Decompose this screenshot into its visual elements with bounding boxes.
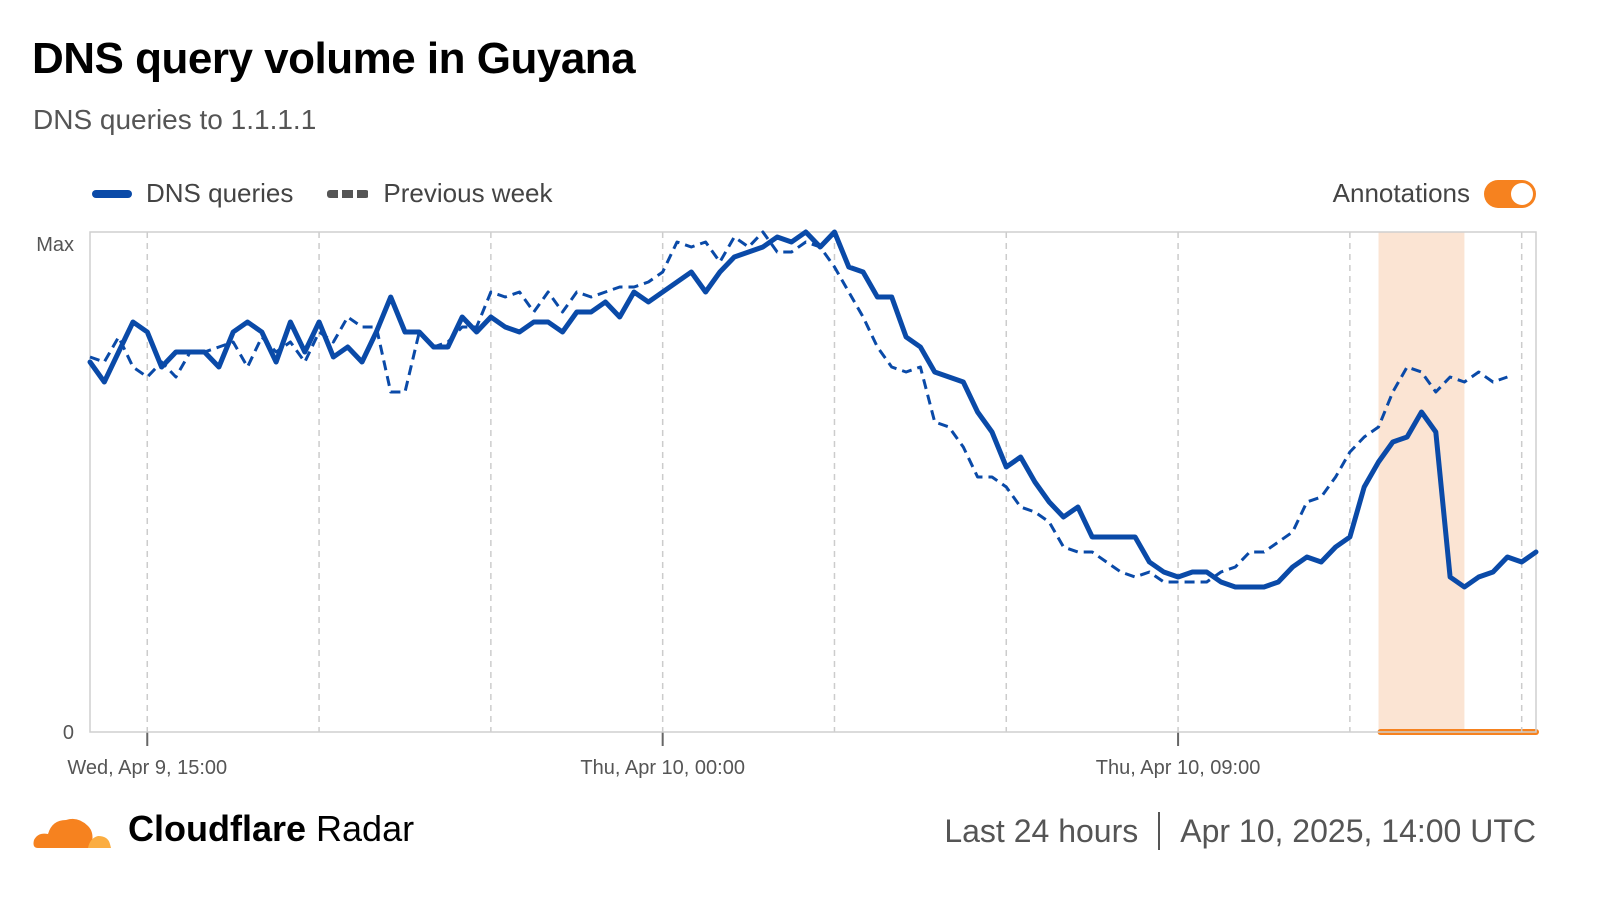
cloudflare-logo-icon (33, 818, 111, 848)
x-tick-label: Thu, Apr 10, 09:00 (1096, 757, 1261, 779)
y-tick-label: Max (36, 234, 74, 256)
brand-name: Cloudflare Radar (128, 808, 415, 849)
timestamp: Apr 10, 2025, 14:00 UTC (1180, 812, 1536, 849)
x-tick-label: Wed, Apr 9, 15:00 (67, 757, 227, 779)
series-line-previous-week (89, 230, 1508, 584)
annotations-label: Annotations (1332, 178, 1470, 208)
legend-swatch-solid (92, 189, 132, 198)
series-line-dns-queries (87, 229, 1539, 590)
footer-info: Last 24 hours Apr 10, 2025, 14:00 UTC (944, 812, 1536, 850)
chart-legend: DNS queries Previous week (92, 178, 586, 209)
time-range: Last 24 hours (944, 812, 1139, 849)
footer-separator (1158, 812, 1161, 850)
plot-frame (89, 231, 1537, 733)
y-tick-label: 0 (63, 722, 74, 744)
chart-subtitle: DNS queries to 1.1.1.1 (33, 104, 317, 135)
line-chart: Wed, Apr 9, 15:00 Thu, Apr 10, 00:00 Thu, … (36, 229, 1539, 779)
legend-swatch-dashed (327, 189, 370, 198)
x-tick-label: Thu, Apr 10, 00:00 (580, 757, 745, 779)
annotations-toggle[interactable] (1484, 179, 1536, 208)
legend-label-dns-queries: DNS queries (146, 178, 294, 208)
legend-item-previous-week[interactable]: Previous week (327, 178, 552, 209)
brand: Cloudflare Radar (32, 808, 414, 850)
legend-item-dns-queries[interactable]: DNS queries (92, 178, 293, 209)
annotation-band (1378, 232, 1465, 732)
chart-title: DNS query volume in Guyana (32, 34, 636, 83)
annotations-control: Annotations (1333, 178, 1536, 209)
legend-label-previous-week: Previous week (383, 178, 553, 208)
toggle-knob (1511, 182, 1533, 205)
